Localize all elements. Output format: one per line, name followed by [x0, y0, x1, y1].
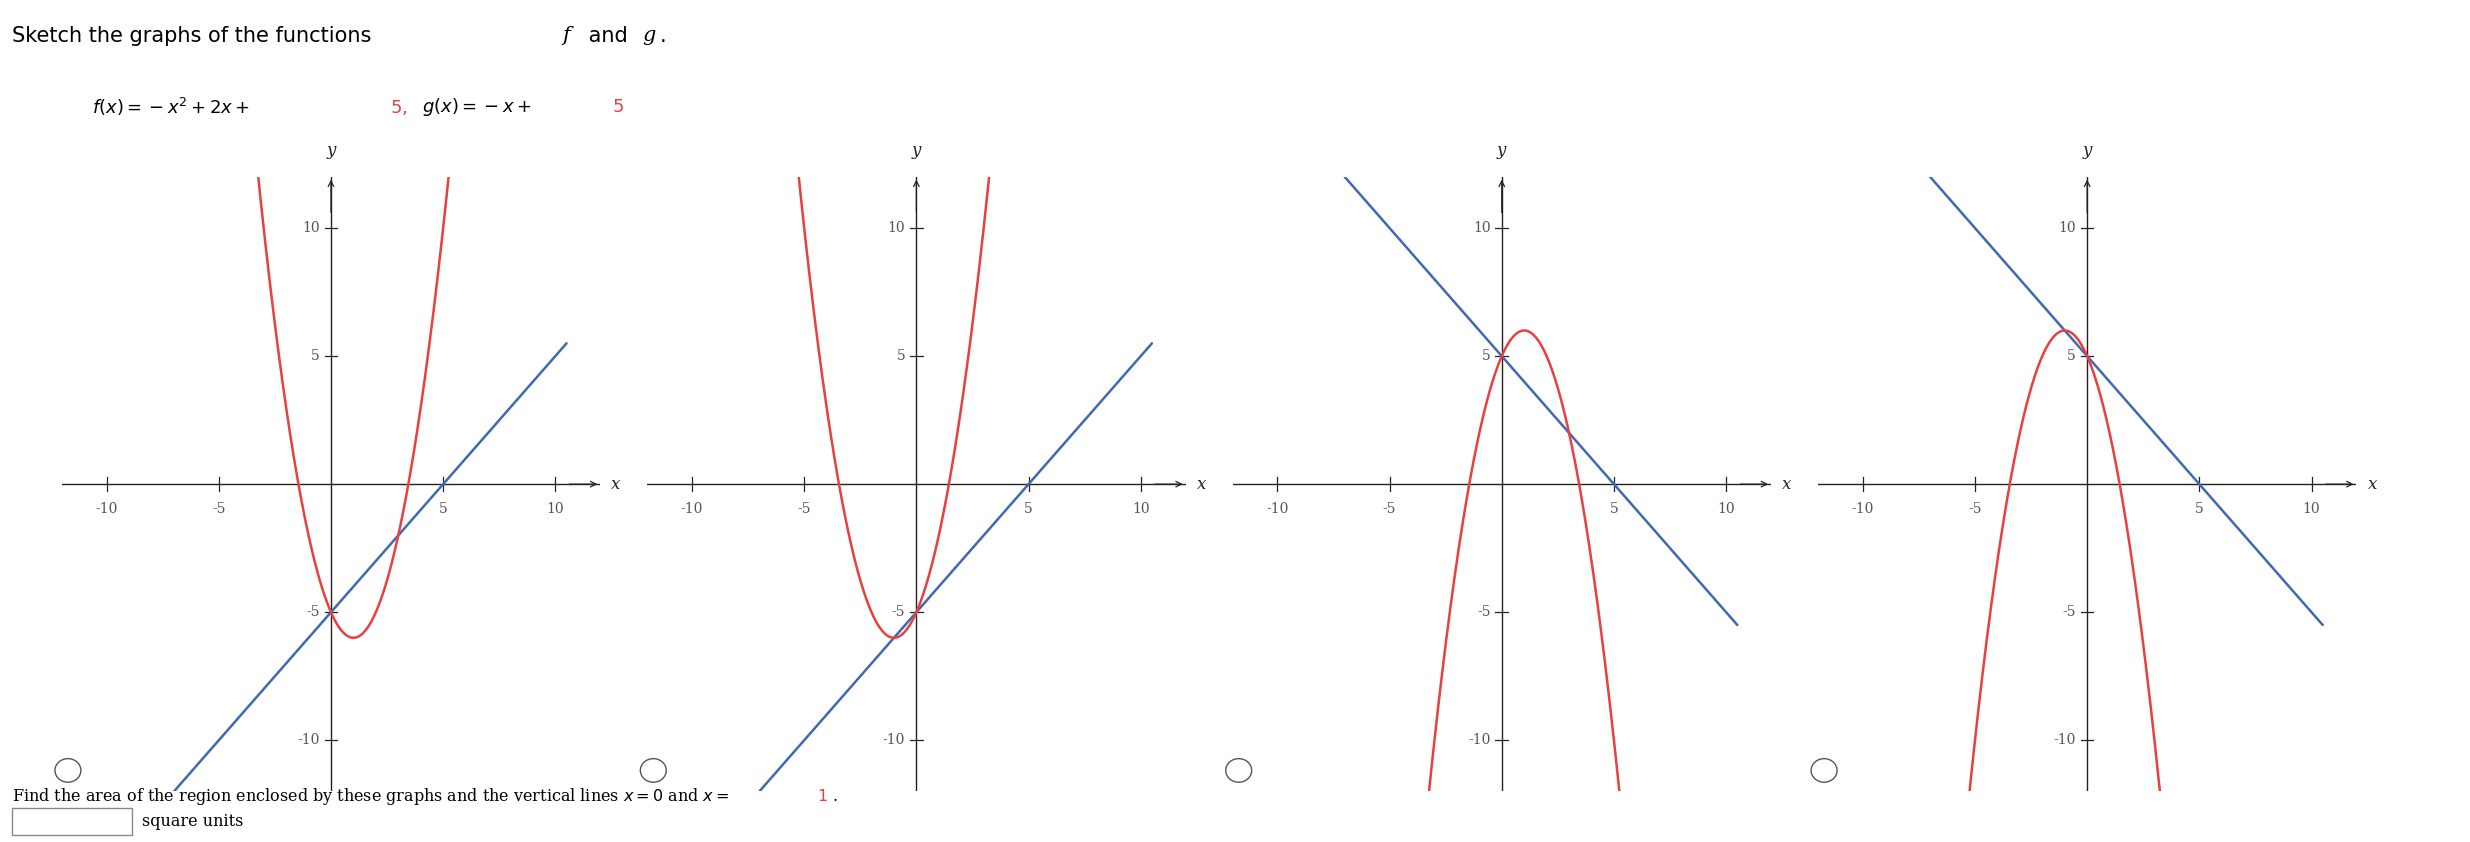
Text: 5: 5: [2067, 349, 2075, 363]
Text: 10: 10: [2058, 221, 2075, 235]
Text: 5: 5: [1610, 502, 1618, 516]
Text: -10: -10: [96, 502, 119, 516]
Text: 10: 10: [301, 221, 319, 235]
Text: -5: -5: [1477, 605, 1489, 619]
Text: y: y: [1497, 142, 1507, 159]
Text: -10: -10: [1467, 733, 1489, 747]
Text: 5: 5: [897, 349, 904, 363]
Text: y: y: [326, 142, 336, 159]
Text: x: x: [1783, 476, 1791, 493]
Text: -5: -5: [1383, 502, 1396, 516]
Text: $g(x) = -x + $: $g(x) = -x + $: [422, 96, 531, 119]
Text: $f(x) = -x^2 + 2x + $: $f(x) = -x^2 + 2x + $: [91, 96, 249, 119]
Text: 10: 10: [887, 221, 904, 235]
Text: $5$: $5$: [613, 99, 625, 116]
Text: -5: -5: [892, 605, 904, 619]
Text: Find the area of the region enclosed by these graphs and the vertical lines $x =: Find the area of the region enclosed by …: [12, 786, 729, 807]
Text: f: f: [563, 26, 571, 45]
Text: .: .: [832, 787, 837, 804]
Text: 5: 5: [1025, 502, 1032, 516]
Text: y: y: [911, 142, 921, 159]
Text: 10: 10: [1131, 502, 1149, 516]
Text: -10: -10: [296, 733, 319, 747]
Text: x: x: [613, 476, 620, 493]
Text: Sketch the graphs of the functions: Sketch the graphs of the functions: [12, 26, 378, 45]
Text: $5,$: $5,$: [390, 98, 408, 117]
Text: g: g: [642, 26, 655, 45]
Text: -10: -10: [682, 502, 704, 516]
Text: -5: -5: [798, 502, 810, 516]
Text: 10: 10: [1717, 502, 1734, 516]
Text: .: .: [659, 26, 667, 45]
Text: x: x: [2369, 476, 2376, 493]
FancyBboxPatch shape: [12, 808, 131, 835]
Text: -10: -10: [1852, 502, 1875, 516]
Text: 10: 10: [546, 502, 563, 516]
Text: -5: -5: [1969, 502, 1981, 516]
Text: 5: 5: [1482, 349, 1489, 363]
Text: 5: 5: [2196, 502, 2203, 516]
Text: 10: 10: [1472, 221, 1489, 235]
Text: y: y: [2082, 142, 2092, 159]
Text: -5: -5: [306, 605, 319, 619]
Text: square units: square units: [141, 813, 245, 830]
Text: and: and: [583, 26, 635, 45]
Text: -10: -10: [1267, 502, 1289, 516]
Text: -5: -5: [2062, 605, 2075, 619]
Text: 10: 10: [2302, 502, 2319, 516]
Text: 5: 5: [440, 502, 447, 516]
Text: x: x: [1198, 476, 1205, 493]
Text: $1$: $1$: [818, 787, 827, 804]
Text: -10: -10: [2053, 733, 2075, 747]
Text: -5: -5: [212, 502, 225, 516]
Text: 5: 5: [311, 349, 319, 363]
Text: -10: -10: [882, 733, 904, 747]
